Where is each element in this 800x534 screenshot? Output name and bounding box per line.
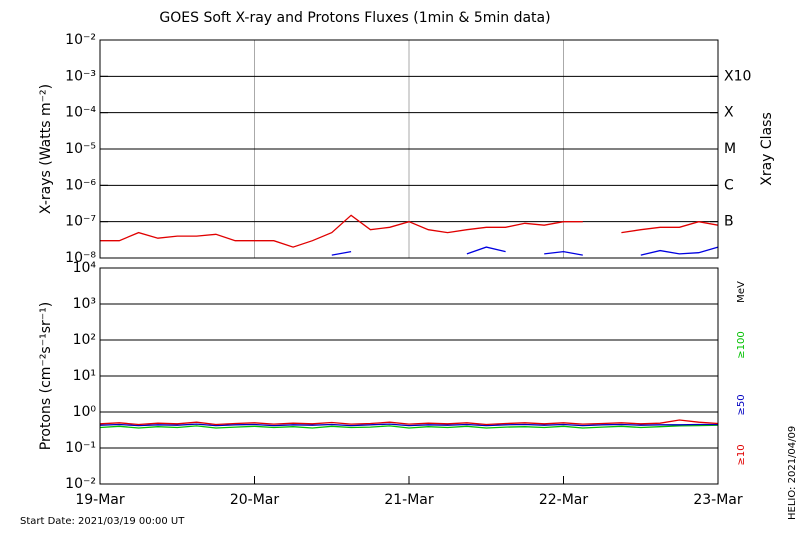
right-axis-label: Xray Class	[759, 112, 775, 186]
series-line	[99, 424, 719, 429]
y-tick-label: 10³	[73, 296, 96, 312]
series-line	[331, 246, 719, 256]
y-tick-label: 10⁻²	[65, 32, 96, 48]
legend-entry: ≥50	[736, 394, 747, 415]
start-date: Start Date: 2021/03/19 00:00 UT	[20, 516, 185, 527]
y-tick-label: 10⁻⁴	[65, 105, 96, 121]
class-label: X	[724, 105, 734, 121]
y-tick-label: 10⁻⁷	[65, 214, 96, 230]
class-label: X10	[724, 68, 751, 84]
chart-title: GOES Soft X-ray and Protons Fluxes (1min…	[159, 10, 550, 26]
helio-date: HELIO: 2021/04/09	[787, 426, 798, 520]
y-tick-label: 10⁴	[73, 260, 97, 276]
y-tick-label: 10⁻⁵	[65, 141, 96, 157]
x-tick-label: 19-Mar	[75, 492, 125, 508]
legend-entry: ≥10	[736, 444, 747, 465]
x-tick-label: 20-Mar	[230, 492, 280, 508]
series-line	[99, 419, 719, 426]
class-label: B	[724, 214, 734, 230]
x-tick-label: 22-Mar	[539, 492, 589, 508]
x-tick-label: 23-Mar	[693, 492, 743, 508]
y-tick-label: 10⁻⁸	[65, 250, 96, 266]
y-tick-label: 10⁻²	[65, 476, 96, 492]
series-line	[100, 214, 719, 248]
plot-frame	[99, 39, 719, 259]
y-axis-label: Protons (cm⁻²s⁻¹sr⁻¹)	[38, 302, 54, 451]
legend-entry: ≥100	[736, 331, 747, 358]
x-tick-label: 21-Mar	[384, 492, 434, 508]
y-tick-label: 10¹	[73, 368, 96, 384]
y-tick-label: 10⁻³	[65, 68, 96, 84]
unit-label: MeV	[736, 281, 747, 303]
y-tick-label: 10⁻⁶	[65, 177, 96, 193]
y-tick-label: 10²	[73, 332, 96, 348]
y-tick-label: 10⁻¹	[65, 440, 96, 456]
y-axis-label: X-rays (Watts m⁻²)	[38, 84, 54, 214]
class-label: M	[724, 141, 736, 157]
series-line	[99, 423, 718, 427]
y-tick-label: 10⁰	[73, 404, 97, 420]
class-label: C	[724, 177, 734, 193]
